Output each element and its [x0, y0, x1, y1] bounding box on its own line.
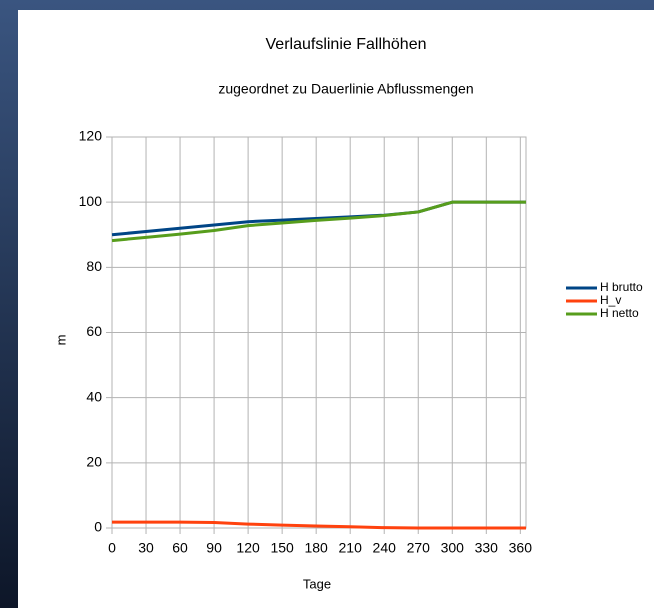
x-tick-label: 330	[475, 540, 499, 556]
x-tick-label: 120	[236, 540, 260, 556]
x-tick-label: 360	[509, 540, 533, 556]
x-tick-label: 0	[108, 540, 116, 556]
x-tick-label: 150	[270, 540, 294, 556]
x-axis-label: Tage	[303, 576, 331, 591]
chart-title: Verlaufslinie Fallhöhen	[266, 36, 427, 53]
series-line	[112, 520, 526, 530]
x-tick-label: 180	[304, 540, 328, 556]
y-tick-label: 20	[86, 454, 102, 470]
chart-subtitle: zugeordnet zu Dauerlinie Abflussmengen	[218, 81, 473, 97]
plot-frame	[111, 136, 527, 529]
legend-label: H_v	[600, 293, 621, 307]
y-tick-label: 100	[79, 193, 103, 209]
y-tick-label: 80	[86, 258, 102, 274]
x-tick-label: 300	[441, 540, 465, 556]
legend-label: H netto	[600, 306, 639, 320]
x-tick-label: 270	[407, 540, 431, 556]
y-tick-label: 120	[79, 128, 103, 144]
series-line	[111, 200, 526, 243]
legend-label: H brutto	[600, 280, 643, 294]
y-axis-label: m	[53, 335, 68, 346]
x-tick-label: 90	[206, 540, 222, 556]
y-tick-label: 40	[86, 388, 102, 404]
x-tick-label: 210	[339, 540, 363, 556]
x-tick-label: 60	[172, 540, 188, 556]
x-tick-label: 240	[373, 540, 397, 556]
panel	[18, 10, 654, 608]
y-tick-label: 60	[86, 323, 102, 339]
x-tick-label: 30	[138, 540, 154, 556]
y-tick-label: 0	[94, 519, 102, 535]
